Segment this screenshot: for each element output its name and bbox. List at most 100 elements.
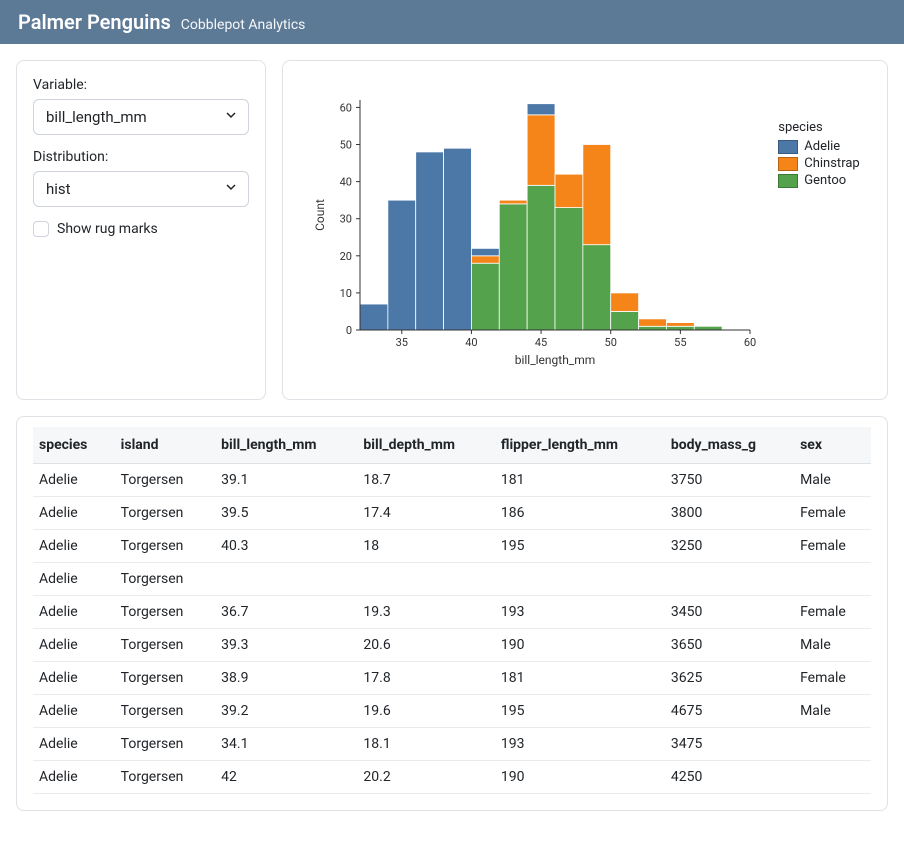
table-cell: 40.3 [213, 530, 355, 563]
y-tick-label: 20 [340, 250, 352, 263]
histogram-chart: 0102030405060354045505560bill_length_mmC… [310, 90, 760, 370]
histogram-bar [555, 174, 583, 207]
rug-checkbox-row[interactable]: Show rug marks [33, 221, 249, 237]
y-tick-label: 60 [340, 101, 352, 114]
table-header-row: speciesislandbill_length_mmbill_depth_mm… [33, 427, 871, 464]
table-cell: 39.3 [213, 629, 355, 662]
table-cell [663, 563, 792, 596]
table-cell: Male [792, 695, 871, 728]
table-column-header[interactable]: sex [792, 427, 871, 464]
table-cell: Female [792, 497, 871, 530]
y-tick-label: 10 [340, 287, 352, 300]
table-cell: 3800 [663, 497, 792, 530]
y-axis-label: Count [313, 199, 327, 231]
data-table-panel: speciesislandbill_length_mmbill_depth_mm… [16, 416, 888, 811]
table-cell: 17.8 [355, 662, 492, 695]
table-cell: Torgersen [113, 695, 213, 728]
table-column-header[interactable]: species [33, 427, 113, 464]
table-cell: 18.1 [355, 728, 492, 761]
histogram-bar [667, 323, 695, 327]
table-cell: Adelie [33, 497, 113, 530]
table-cell [792, 761, 871, 794]
legend-swatch [778, 174, 798, 188]
table-cell: 3250 [663, 530, 792, 563]
histogram-bar [472, 256, 500, 263]
table-cell: 195 [493, 695, 663, 728]
table-column-header[interactable]: flipper_length_mm [493, 427, 663, 464]
table-cell: Adelie [33, 596, 113, 629]
legend-label: Adelie [804, 139, 840, 154]
table-cell: 195 [493, 530, 663, 563]
table-cell: Torgersen [113, 497, 213, 530]
table-column-header[interactable]: island [113, 427, 213, 464]
histogram-bar [527, 115, 555, 185]
table-cell: 19.3 [355, 596, 492, 629]
legend-title: species [778, 120, 859, 135]
distribution-label: Distribution: [33, 149, 249, 165]
legend-swatch [778, 140, 798, 154]
histogram-bar [583, 145, 611, 245]
table-row: AdelieTorgersen39.118.71813750Male [33, 464, 871, 497]
table-cell: 190 [493, 629, 663, 662]
table-cell: Adelie [33, 629, 113, 662]
table-cell: 39.5 [213, 497, 355, 530]
table-cell [355, 563, 492, 596]
legend-item: Gentoo [778, 173, 859, 188]
histogram-bar [611, 311, 639, 330]
histogram-bar [639, 319, 667, 326]
app-title: Palmer Penguins [18, 10, 171, 34]
histogram-bar [472, 248, 500, 255]
table-cell: Torgersen [113, 464, 213, 497]
table-cell: Adelie [33, 662, 113, 695]
distribution-select-wrap[interactable]: hist [33, 171, 249, 207]
table-cell [792, 563, 871, 596]
legend-label: Gentoo [804, 173, 846, 188]
x-axis-label: bill_length_mm [515, 353, 596, 367]
table-cell: 17.4 [355, 497, 492, 530]
x-tick-label: 55 [674, 336, 686, 349]
variable-label: Variable: [33, 77, 249, 93]
histogram-bar [583, 245, 611, 330]
table-cell: Torgersen [113, 563, 213, 596]
table-cell: Male [792, 464, 871, 497]
table-row: AdelieTorgersen39.219.61954675Male [33, 695, 871, 728]
table-cell: 38.9 [213, 662, 355, 695]
table-cell: Adelie [33, 563, 113, 596]
table-cell: Adelie [33, 695, 113, 728]
table-row: AdelieTorgersen39.517.41863800Female [33, 497, 871, 530]
histogram-bar [444, 148, 472, 330]
table-cell: Torgersen [113, 629, 213, 662]
table-cell: 181 [493, 662, 663, 695]
table-row: AdelieTorgersen [33, 563, 871, 596]
table-cell: Adelie [33, 761, 113, 794]
table-row: AdelieTorgersen4220.21904250 [33, 761, 871, 794]
histogram-bar [360, 304, 388, 330]
rug-checkbox[interactable] [33, 221, 49, 237]
y-tick-label: 40 [340, 176, 352, 189]
table-cell: Female [792, 530, 871, 563]
app-header: Palmer Penguins Cobblepot Analytics [0, 0, 904, 44]
table-cell [792, 728, 871, 761]
histogram-bar [500, 200, 528, 204]
chart-legend: species Adelie Chinstrap Gentoo [778, 120, 859, 190]
table-cell: Torgersen [113, 662, 213, 695]
y-tick-label: 30 [340, 213, 352, 226]
table-cell [493, 563, 663, 596]
variable-select-wrap[interactable]: bill_length_mm [33, 99, 249, 135]
table-column-header[interactable]: body_mass_g [663, 427, 792, 464]
legend-item: Chinstrap [778, 156, 859, 171]
table-cell: Adelie [33, 530, 113, 563]
histogram-bar [667, 326, 695, 330]
table-cell: Female [792, 596, 871, 629]
table-column-header[interactable]: bill_depth_mm [355, 427, 492, 464]
distribution-select[interactable]: hist [33, 171, 249, 207]
table-row: AdelieTorgersen39.320.61903650Male [33, 629, 871, 662]
y-tick-label: 0 [346, 324, 352, 337]
x-tick-label: 45 [535, 336, 547, 349]
table-cell: 20.6 [355, 629, 492, 662]
table-cell: 42 [213, 761, 355, 794]
variable-select[interactable]: bill_length_mm [33, 99, 249, 135]
x-tick-label: 35 [396, 336, 408, 349]
table-cell: 3450 [663, 596, 792, 629]
table-column-header[interactable]: bill_length_mm [213, 427, 355, 464]
